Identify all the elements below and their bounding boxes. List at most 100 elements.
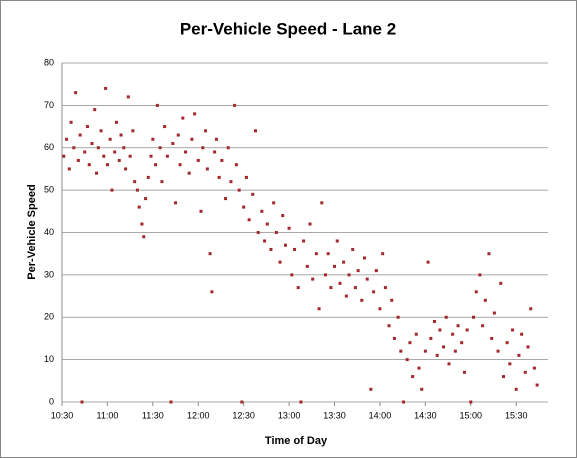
point bbox=[311, 277, 315, 281]
point bbox=[426, 260, 430, 264]
point bbox=[174, 201, 178, 205]
point bbox=[501, 375, 505, 379]
x-tick-label: 15:00 bbox=[460, 410, 483, 420]
point bbox=[492, 311, 496, 315]
point bbox=[110, 188, 114, 192]
point bbox=[320, 201, 324, 205]
point bbox=[469, 400, 473, 404]
point bbox=[505, 341, 509, 345]
y-tick-label: 0 bbox=[49, 396, 54, 406]
point bbox=[99, 129, 103, 133]
point bbox=[204, 129, 208, 133]
y-tick-label: 40 bbox=[44, 227, 54, 237]
point bbox=[299, 400, 303, 404]
point bbox=[176, 133, 180, 137]
point bbox=[326, 252, 330, 256]
point bbox=[344, 294, 348, 298]
x-tick-label: 12:30 bbox=[232, 410, 255, 420]
point bbox=[499, 281, 503, 285]
x-tick-label: 11:00 bbox=[96, 410, 118, 420]
point bbox=[405, 358, 409, 362]
point bbox=[381, 252, 385, 256]
point bbox=[529, 307, 533, 311]
point bbox=[474, 290, 478, 294]
point bbox=[76, 158, 80, 162]
point bbox=[329, 286, 333, 290]
point bbox=[390, 298, 394, 302]
point bbox=[293, 247, 297, 251]
point bbox=[456, 324, 460, 328]
point bbox=[242, 205, 246, 209]
y-axis-title: Per-Vehicle Speed bbox=[26, 184, 38, 279]
point bbox=[532, 366, 536, 370]
point bbox=[133, 180, 137, 184]
point bbox=[124, 167, 128, 171]
point bbox=[526, 345, 530, 349]
point bbox=[317, 307, 321, 311]
point bbox=[490, 336, 494, 340]
point bbox=[356, 269, 360, 273]
x-tick-label: 13:00 bbox=[278, 410, 301, 420]
point bbox=[163, 125, 167, 129]
point bbox=[144, 197, 148, 201]
point bbox=[523, 370, 527, 374]
y-tick-label: 60 bbox=[44, 142, 54, 152]
point bbox=[104, 86, 108, 90]
point bbox=[62, 154, 66, 158]
point bbox=[333, 264, 337, 268]
point bbox=[302, 239, 306, 243]
x-tick-label: 13:30 bbox=[323, 410, 346, 420]
point bbox=[226, 146, 230, 150]
x-tick-label: 10:30 bbox=[51, 410, 74, 420]
point bbox=[244, 175, 248, 179]
point bbox=[115, 120, 119, 124]
point bbox=[140, 222, 144, 226]
point bbox=[372, 290, 376, 294]
chart-title: Per-Vehicle Speed - Lane 2 bbox=[180, 19, 396, 38]
point bbox=[296, 286, 300, 290]
point bbox=[113, 150, 117, 154]
point bbox=[131, 129, 135, 133]
point bbox=[142, 235, 146, 239]
point bbox=[453, 349, 457, 353]
point bbox=[535, 383, 539, 387]
point bbox=[374, 269, 378, 273]
point bbox=[224, 197, 228, 201]
point bbox=[435, 353, 439, 357]
point bbox=[287, 226, 291, 230]
point bbox=[253, 129, 257, 133]
point bbox=[149, 154, 153, 158]
point bbox=[90, 142, 94, 146]
point bbox=[165, 154, 169, 158]
point bbox=[392, 336, 396, 340]
point bbox=[126, 95, 130, 99]
point bbox=[438, 328, 442, 332]
point bbox=[483, 298, 487, 302]
point bbox=[146, 175, 150, 179]
y-tick-label: 10 bbox=[44, 354, 54, 364]
point bbox=[353, 286, 357, 290]
point bbox=[278, 260, 282, 264]
point bbox=[117, 158, 121, 162]
point bbox=[237, 188, 241, 192]
point bbox=[210, 290, 214, 294]
point bbox=[369, 387, 373, 391]
point bbox=[460, 341, 464, 345]
point bbox=[193, 112, 197, 116]
point bbox=[205, 167, 209, 171]
point bbox=[178, 163, 182, 167]
point bbox=[169, 400, 173, 404]
point bbox=[408, 341, 412, 345]
point bbox=[447, 362, 451, 366]
point bbox=[135, 188, 139, 192]
point bbox=[108, 137, 112, 141]
point bbox=[74, 91, 78, 95]
point bbox=[365, 277, 369, 281]
point bbox=[263, 239, 267, 243]
point bbox=[514, 387, 518, 391]
point bbox=[93, 108, 97, 112]
point bbox=[314, 252, 318, 256]
point bbox=[378, 307, 382, 311]
point bbox=[342, 260, 346, 264]
point bbox=[85, 125, 89, 129]
